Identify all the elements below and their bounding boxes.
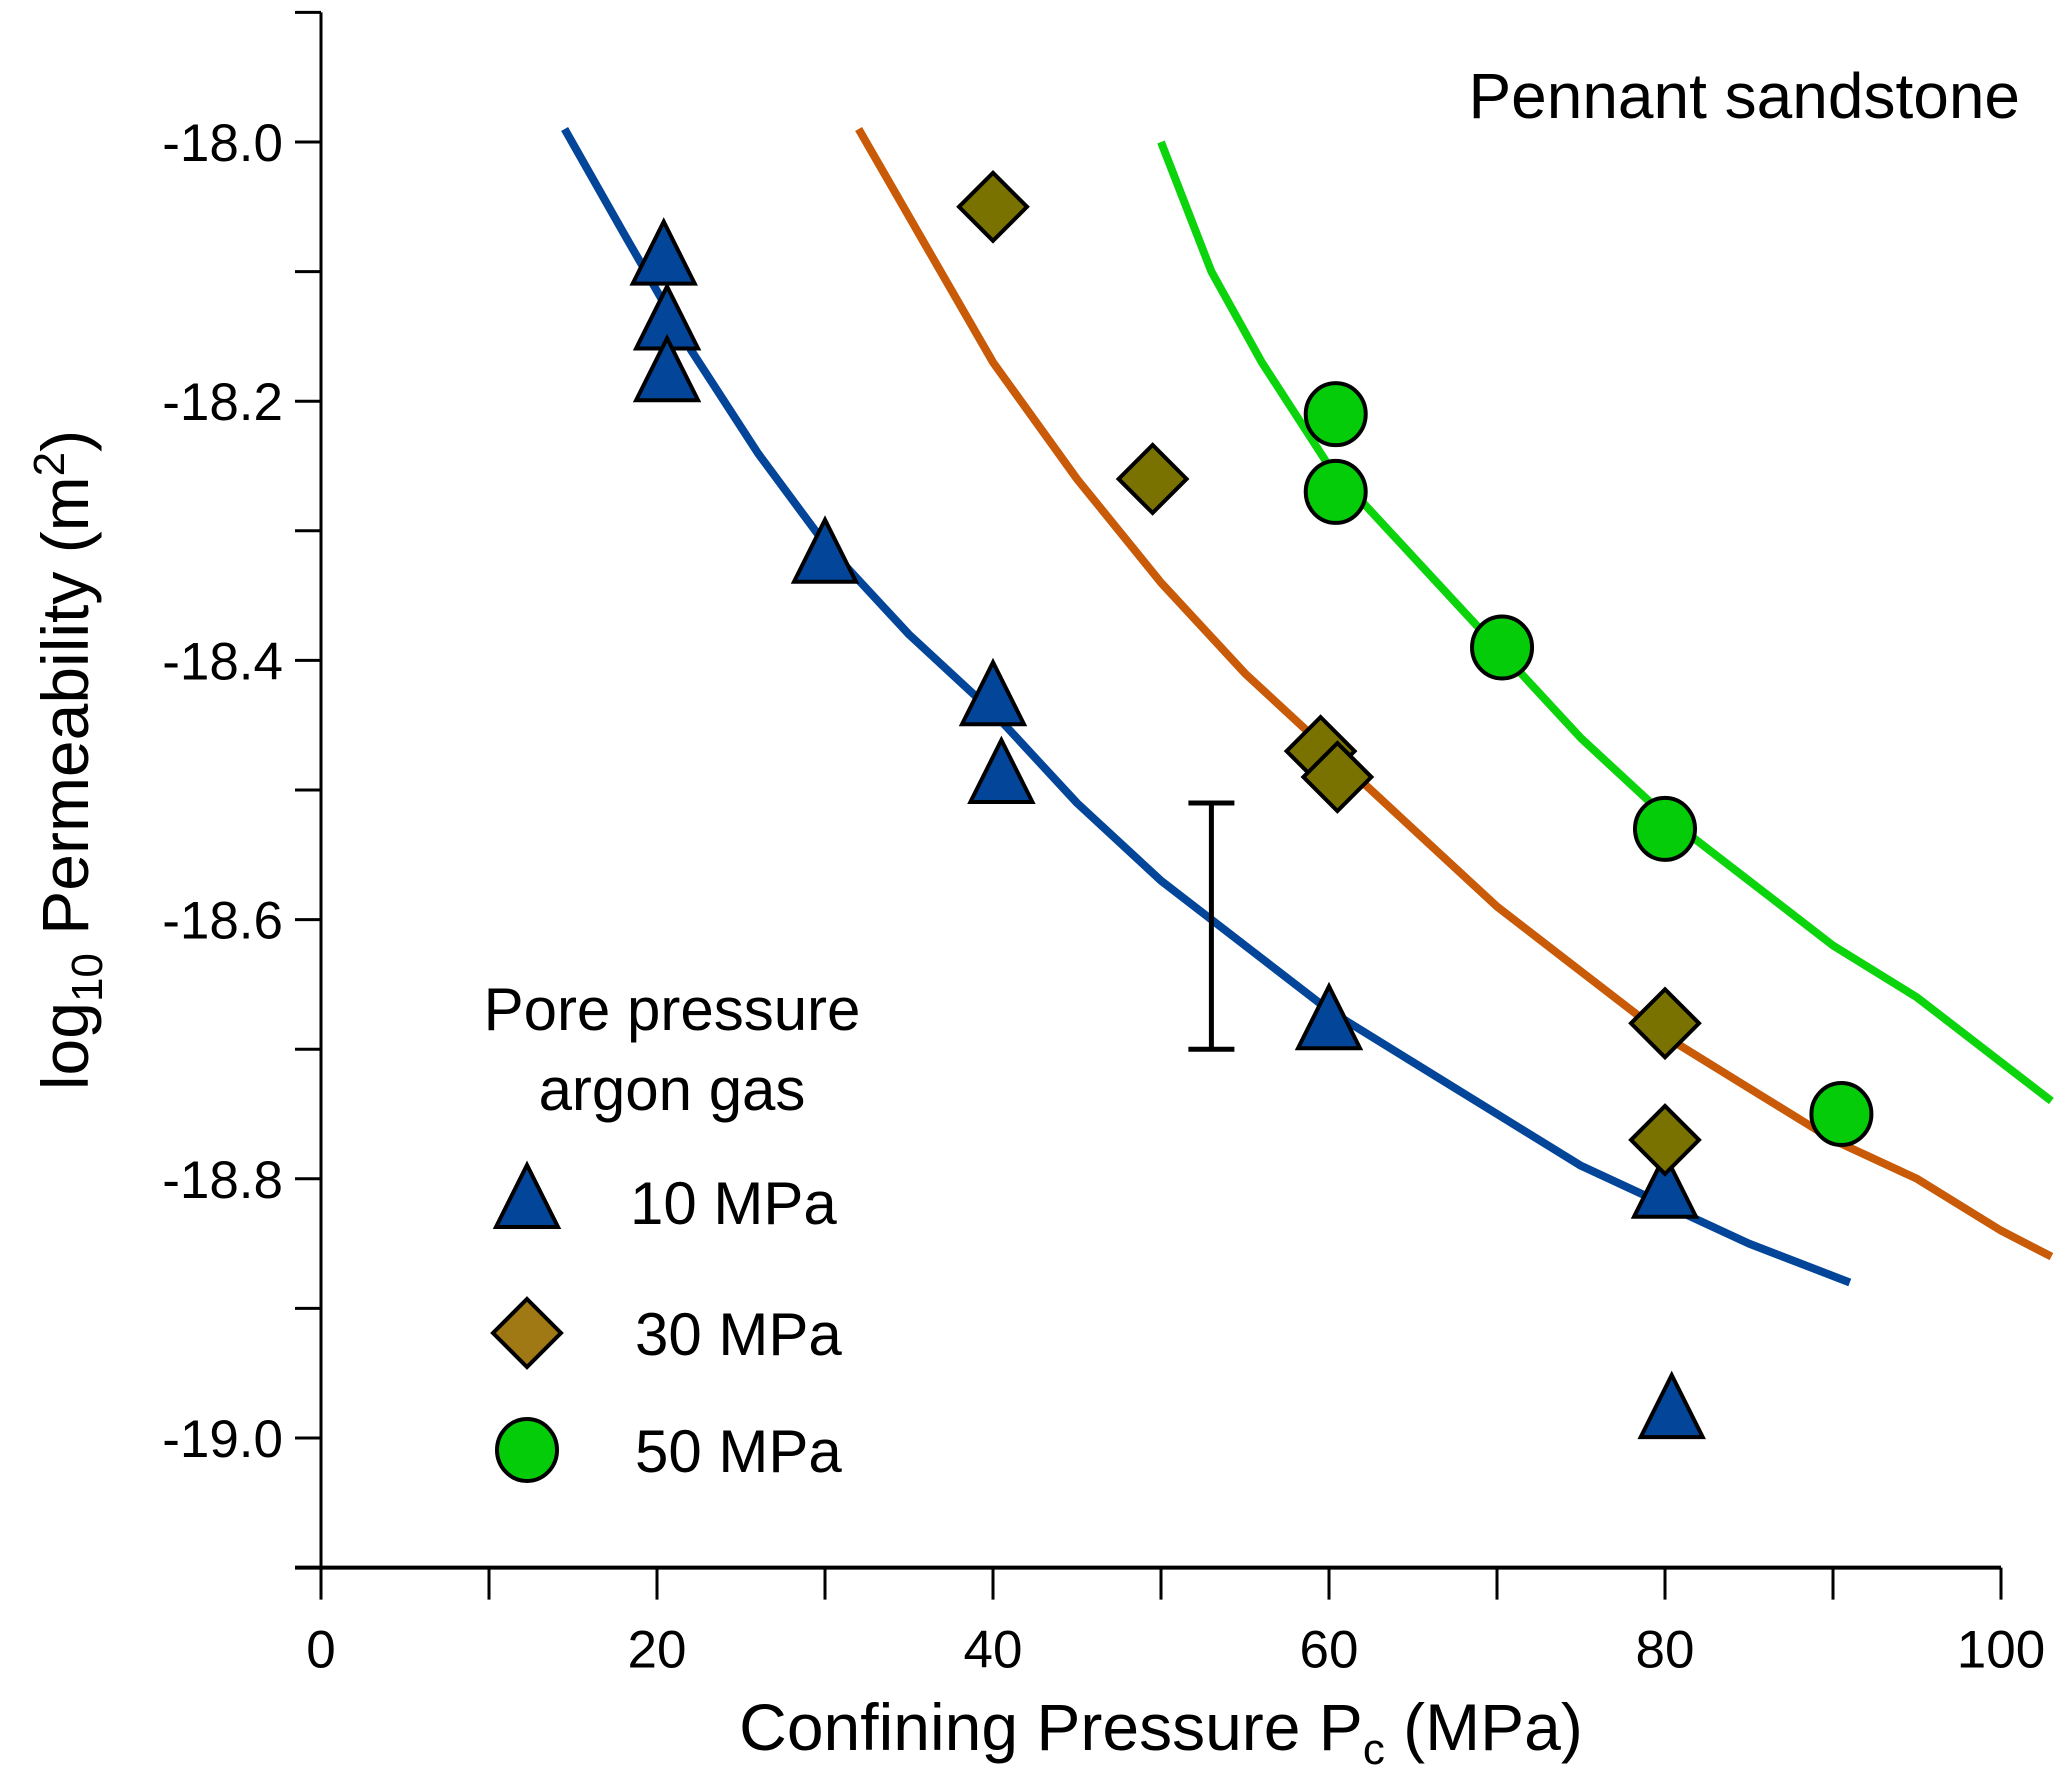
legend-title-line: Pore pressure (484, 976, 861, 1043)
x-tick-label: 20 (628, 1621, 687, 1680)
y-axis-title-pre: log (28, 1002, 102, 1090)
data-point-50-mpa (1470, 614, 1535, 681)
data-point-10-mpa (967, 735, 1036, 805)
data-point-30-mpa (1628, 986, 1702, 1061)
error-bar (1188, 800, 1235, 1052)
y-tick-label: -18.8 (162, 1151, 283, 1210)
y-axis-title: log10 Permeability (m2) (25, 430, 112, 1090)
legend-marker-diamond-icon (490, 1296, 564, 1370)
data-point-10-mpa (958, 657, 1028, 727)
legend-marker-triangle-icon (492, 1160, 562, 1229)
data-point-10-mpa (1637, 1370, 1706, 1440)
chart-annotation: Pennant sandstone (1468, 60, 2020, 132)
x-axis-title: Confining Pressure Pc (MPa) (739, 1690, 1583, 1774)
x-tick-label: 60 (1300, 1621, 1359, 1680)
data-point-10-mpa (1294, 981, 1364, 1051)
data-point-30-mpa (1300, 740, 1375, 814)
data-point-50-mpa (1809, 1081, 1874, 1147)
y-tick-label: -18.4 (162, 632, 283, 691)
fit-curves (561, 127, 2054, 1287)
y-tick-label: -19.0 (162, 1410, 283, 1469)
y-axis-title-sub: 10 (63, 953, 112, 1002)
y-tick-label: -18.2 (162, 373, 283, 432)
y-tick-label: -18.0 (162, 114, 283, 173)
legend-label: 30 MPa (635, 1301, 842, 1368)
y-axis-title-mid: Permeability (m (28, 476, 102, 953)
legend-label: 50 MPa (635, 1418, 842, 1485)
y-axis-title-tail: ) (28, 430, 102, 452)
y-axis-title-sup: 2 (25, 452, 74, 476)
data-point-30-mpa (1628, 1103, 1702, 1177)
data-point-50-mpa (1303, 458, 1368, 525)
x-axis-title-sub: c (1363, 1725, 1385, 1774)
data-point-10-mpa (632, 333, 702, 403)
data-point-10-mpa (629, 217, 698, 286)
data-point-30-mpa (956, 169, 1030, 244)
x-axis-title-main: Confining Pressure P (739, 1690, 1363, 1764)
fit-curve-10-mpa (561, 127, 1852, 1287)
fit-curve-50-mpa (1157, 140, 2054, 1105)
x-axis-title-tail: (MPa) (1385, 1690, 1583, 1764)
y-tick-label: -18.6 (162, 892, 283, 951)
fit-curve-30-mpa (855, 127, 2054, 1261)
x-tick-label: 40 (964, 1621, 1023, 1680)
data-points (629, 169, 1874, 1440)
data-point-10-mpa (1630, 1150, 1700, 1219)
legend-title-line: argon gas (539, 1056, 806, 1123)
data-point-30-mpa (1115, 442, 1190, 516)
legend-label: 10 MPa (630, 1170, 837, 1237)
data-point-50-mpa (1633, 795, 1697, 862)
x-tick-label: 80 (1636, 1621, 1695, 1680)
data-point-10-mpa (790, 515, 860, 584)
legend: Pore pressure argon gas 10 MPa 30 MPa 50 MPa (484, 976, 861, 1485)
axes: -18.0 -18.2 -18.4 -18.6 -18.8 -19.0 0 20 40 60 80 1… (162, 10, 2045, 1680)
x-tick-label: 0 (306, 1621, 335, 1680)
legend-marker-circle-icon (495, 1417, 559, 1483)
data-point-50-mpa (1303, 381, 1368, 448)
x-tick-label: 100 (1957, 1621, 2045, 1680)
